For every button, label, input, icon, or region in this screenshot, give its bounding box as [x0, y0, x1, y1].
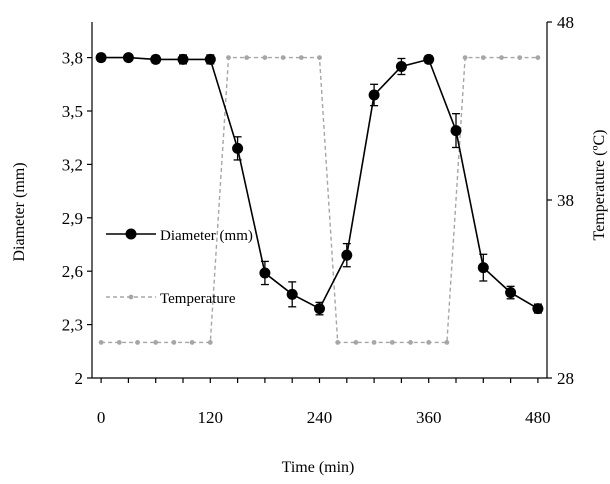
y-axis-label-right: Temperature (ºC) — [591, 130, 608, 241]
temperature-point — [226, 55, 231, 60]
legend-temperature-marker — [128, 294, 134, 300]
temperature-point — [353, 340, 359, 345]
temperature-point — [517, 55, 523, 60]
temperature-point — [426, 340, 432, 345]
diameter-point — [368, 89, 380, 101]
diameter-point — [177, 53, 189, 65]
temperature-point — [280, 55, 286, 60]
diameter-line — [101, 56, 539, 310]
diameter-point — [423, 53, 435, 65]
temperature-point — [116, 340, 122, 345]
diameter-point — [505, 287, 517, 299]
y-axis-label-left: Diameter (mm) — [11, 162, 28, 261]
x-axis-label: Time (min) — [282, 459, 355, 476]
diameter-point — [532, 303, 544, 315]
temperature-point — [408, 340, 413, 345]
temperature-point — [371, 340, 377, 345]
temperature-point — [171, 340, 177, 345]
temperature-point — [153, 340, 159, 345]
diameter-point — [259, 267, 271, 279]
temperature-point — [207, 340, 213, 345]
legend-diameter-marker — [125, 228, 137, 240]
temperature-point — [389, 340, 395, 345]
y-tick-label-right: 38 — [557, 191, 574, 210]
y-tick-label-right: 48 — [557, 13, 574, 32]
temperature-point — [480, 55, 486, 60]
y-tick-label-left: 3,8 — [62, 49, 83, 68]
legend-diameter-label: Diameter (mm) — [160, 228, 253, 244]
temperature-point — [462, 55, 468, 60]
y-tick-label-left: 3,5 — [62, 102, 83, 121]
temperature-point — [298, 55, 304, 60]
temperature-point — [317, 55, 322, 60]
diameter-point — [450, 125, 462, 137]
diameter-series — [95, 52, 544, 316]
diameter-point — [204, 53, 216, 65]
diameter-point — [150, 53, 162, 65]
x-tick-label: 480 — [525, 408, 551, 427]
temperature-point — [98, 340, 104, 345]
x-tick-label: 240 — [307, 408, 333, 427]
temperature-point — [335, 340, 341, 345]
y-tick-label-right: 28 — [557, 369, 574, 388]
legend: Diameter (mm) Temperature — [106, 228, 253, 307]
temperature-point — [189, 340, 195, 345]
y-tick-label-left: 3,2 — [62, 155, 83, 174]
temperature-point — [135, 340, 140, 345]
y-tick-label-left: 2,9 — [62, 209, 83, 228]
diameter-point — [286, 288, 298, 300]
diameter-point — [95, 52, 107, 64]
diameter-point — [477, 262, 489, 274]
y-tick-label-left: 2,3 — [62, 316, 83, 335]
temperature-point — [444, 340, 450, 345]
x-tick-label: 360 — [416, 408, 442, 427]
x-tick-label: 0 — [97, 408, 106, 427]
x-tick-label: 120 — [198, 408, 224, 427]
diameter-point — [314, 303, 325, 315]
diameter-point — [395, 61, 407, 72]
diameter-point — [341, 249, 353, 261]
diameter-point — [232, 142, 244, 154]
temperature-point — [244, 55, 250, 60]
temperature-point — [262, 55, 268, 60]
y-tick-label-left: 2 — [75, 369, 84, 388]
legend-temperature-label: Temperature — [160, 291, 236, 307]
y-tick-label-left: 2,6 — [62, 262, 83, 281]
diameter-point — [122, 52, 134, 64]
temperature-point — [535, 55, 541, 60]
temperature-point — [499, 55, 504, 60]
temperature-series — [98, 55, 541, 345]
